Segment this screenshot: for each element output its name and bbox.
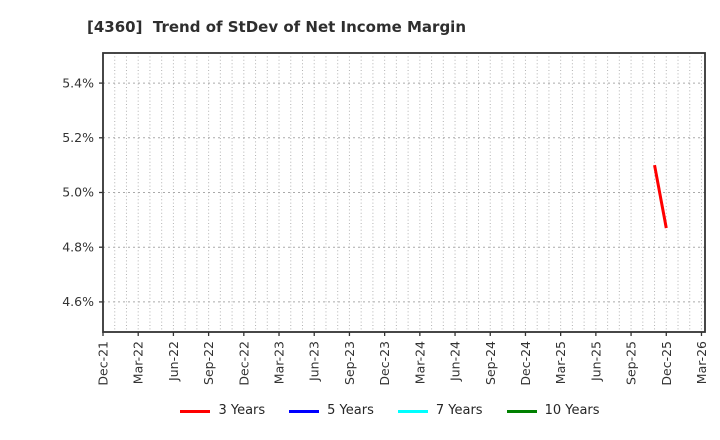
x-tick-label: Dec-24 xyxy=(518,341,533,386)
legend-line-swatch-10-years xyxy=(506,409,537,413)
x-tick-label: Sep-22 xyxy=(201,341,216,385)
chart-legend: 3 Years 5 Years 7 Years 10 Years xyxy=(30,402,720,420)
x-tick-label: Sep-25 xyxy=(624,341,639,385)
legend-line-swatch-3-years xyxy=(180,409,211,413)
x-tick-label: Mar-24 xyxy=(412,341,427,384)
x-tick-label: Jun-22 xyxy=(166,341,181,382)
x-tick-label: Mar-25 xyxy=(553,341,568,384)
y-tick-label: 5.4% xyxy=(62,75,94,90)
series-line-3-years xyxy=(653,164,668,229)
chart-title: [4360] Trend of StDev of Net Income Marg… xyxy=(87,18,467,36)
legend-line-swatch-7-years xyxy=(397,409,428,413)
x-tick-label: Jun-24 xyxy=(448,341,463,382)
legend-label-7-years: 7 Years xyxy=(435,403,483,418)
y-tick-label: 4.8% xyxy=(62,239,94,254)
x-tick-label: Sep-24 xyxy=(483,341,498,385)
legend-item-7-years: 7 Years xyxy=(397,402,483,420)
x-tick-label: Mar-22 xyxy=(131,341,146,384)
legend-line-swatch-5-years xyxy=(289,409,320,413)
legend-item-5-years: 5 Years xyxy=(289,402,374,420)
legend-label-3-years: 3 Years xyxy=(218,403,266,418)
x-tick-label: Dec-25 xyxy=(659,341,674,386)
x-tick-label: Jun-25 xyxy=(588,341,603,382)
x-tick-label: Mar-26 xyxy=(694,341,709,384)
legend-item-10-years: 10 Years xyxy=(506,402,600,420)
x-tick-label: Dec-22 xyxy=(236,341,251,386)
x-tick-label: Dec-21 xyxy=(96,341,111,386)
x-tick-label: Dec-23 xyxy=(377,341,392,386)
x-tick-label: Jun-23 xyxy=(307,341,322,382)
x-tick-label: Sep-23 xyxy=(342,341,357,385)
legend-label-10-years: 10 Years xyxy=(544,403,600,418)
x-tick-label: Mar-23 xyxy=(272,341,287,384)
y-tick-label: 4.6% xyxy=(62,294,94,309)
y-tick-label: 5.2% xyxy=(62,130,94,145)
y-tick-label: 5.0% xyxy=(62,185,94,200)
legend-label-5-years: 5 Years xyxy=(327,403,374,418)
legend-item-3-years: 3 Years xyxy=(180,402,265,420)
plot-border xyxy=(102,52,706,333)
